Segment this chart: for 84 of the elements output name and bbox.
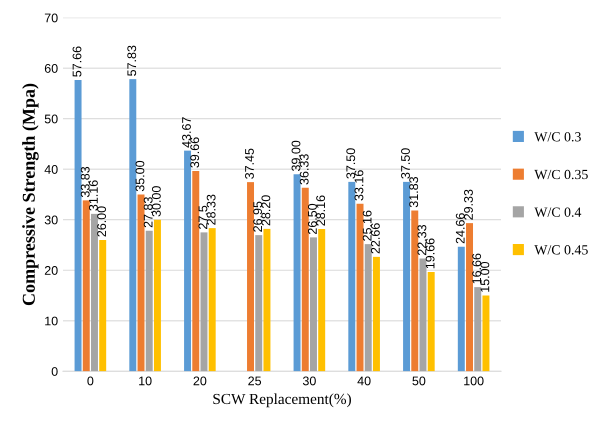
y-tick-label: 50 [44,114,58,124]
y-tick-label: 60 [44,64,58,73]
data-label: 33.83 [80,166,90,198]
bar [411,210,418,372]
bar [184,150,192,372]
y-tick-label: 20 [44,266,58,275]
bar [200,232,208,372]
y-tick-label: 70 [44,13,58,22]
data-label: 31.16 [88,180,98,211]
x-tick-label: 0 [87,376,94,386]
bar [82,200,90,372]
data-label: 19.66 [426,238,435,268]
bar [458,246,465,372]
bar [208,228,216,372]
data-label: 36.33 [300,154,309,185]
y-axis-title: Compressive Strength (Mpa) [22,84,39,306]
data-label: 35.00 [136,160,144,192]
bar [129,79,136,372]
legend-label: W/C 0.3 [534,132,581,142]
bar [482,296,490,372]
bar [310,237,317,372]
bar [356,204,364,372]
x-tick-label: 20 [194,376,206,386]
data-label: 16.66 [472,254,482,284]
data-label: 57.66 [72,46,82,77]
y-tick-label: 10 [45,316,58,326]
data-label: 28.33 [206,194,216,225]
legend-label: W/C 0.4 [534,207,582,217]
bar [138,194,145,372]
data-label: 43.67 [182,117,191,148]
data-label: 27.83 [144,197,153,228]
y-tick-label: 0 [52,367,58,376]
data-label: 28.20 [261,195,270,226]
bar [255,235,262,372]
bar [372,256,380,372]
y-tick-label: 40 [44,165,58,174]
bar [474,287,482,372]
x-tick-label: 25 [248,376,262,386]
data-label: 39.00 [292,140,300,172]
data-label: 37.50 [401,148,410,179]
data-label: 28.16 [316,196,326,226]
bar [99,240,106,372]
data-label: 37.50 [346,148,356,179]
bar [263,228,270,372]
data-label: 24.66 [456,213,465,244]
data-label: 26.95 [253,202,262,232]
bar [466,223,474,372]
bar [348,182,356,372]
bar [154,220,161,372]
x-tick-label: 50 [412,376,426,386]
data-label: 31.83 [409,176,418,208]
data-label: 25.16 [362,210,372,241]
data-label: 15.00 [480,262,490,292]
x-axis-title: SCW Replacement(%) [213,393,351,408]
bar [247,182,254,372]
x-tick-label: 10 [139,376,152,386]
data-label: 37.45 [245,148,254,179]
bar [302,188,309,372]
bar [428,272,435,372]
bar [146,230,153,372]
data-label: 26.00 [97,206,106,237]
data-label: 27.5 [198,206,208,229]
data-label: 33.16 [354,170,364,201]
data-label: 29.33 [464,190,473,220]
bar [318,229,326,372]
data-label: 22.66 [370,223,380,254]
legend-label: W/C 0.35 [534,170,588,180]
x-tick-label: 100 [464,376,484,386]
x-tick-label: 40 [357,376,371,386]
data-label: 26.50 [308,204,317,234]
data-label: 22.33 [417,224,426,256]
legend-label: W/C 0.45 [534,245,588,255]
data-label: 39.66 [190,137,200,168]
data-label: 30.00 [152,186,161,216]
y-tick-label: 30 [44,216,58,224]
bar [192,170,200,372]
data-label: 57.83 [127,46,136,76]
bar [403,182,410,372]
x-tick-label: 30 [302,376,316,386]
bar [419,258,426,372]
bar [74,80,82,372]
bar [294,174,301,372]
bar [364,244,372,372]
bar [90,214,98,372]
